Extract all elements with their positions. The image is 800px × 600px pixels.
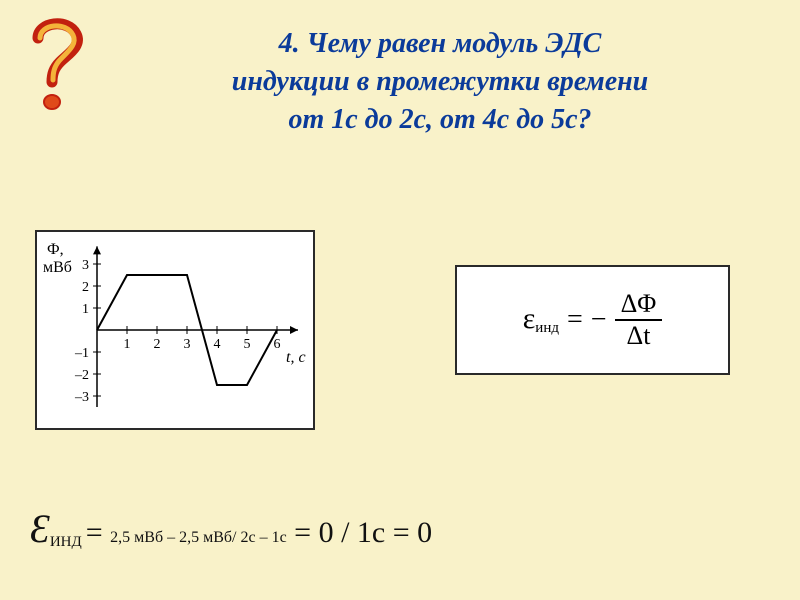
- formula-lhs: εинд: [523, 302, 559, 337]
- question-title: 4. Чему равен модуль ЭДС индукции в пром…: [125, 25, 755, 138]
- minus-sign: −: [591, 304, 607, 336]
- flux-graph: –3 –2 –1 1 2 3 1 2 3 4 5 6 Ф,мВб t, c: [37, 232, 313, 428]
- solution-epsilon: Ɛ: [30, 506, 50, 551]
- solution-eq1: =: [86, 516, 110, 549]
- svg-text:6: 6: [274, 337, 281, 352]
- svg-text:4: 4: [214, 337, 221, 352]
- svg-text:Ф,: Ф,: [47, 241, 64, 258]
- svg-text:3: 3: [82, 258, 89, 273]
- solution-eq2: = 0 / 1c = 0: [287, 516, 433, 549]
- svg-text:2: 2: [154, 337, 161, 352]
- emf-formula: εинд = − ΔΦ Δt: [523, 289, 663, 351]
- solution-line: ƐИНД = 2,5 мВб – 2,5 мВб/ 2с – 1с = 0 / …: [30, 505, 770, 552]
- question-mark-icon: [20, 10, 100, 125]
- title-line-1: Чему равен модуль ЭДС: [307, 28, 602, 59]
- svg-text:1: 1: [82, 302, 89, 317]
- svg-text:мВб: мВб: [43, 259, 72, 276]
- svg-text:3: 3: [184, 337, 191, 352]
- svg-text:1: 1: [124, 337, 131, 352]
- svg-text:–1: –1: [74, 346, 89, 361]
- epsilon-symbol: ε: [523, 302, 536, 335]
- svg-text:5: 5: [244, 337, 251, 352]
- numerator: ΔΦ: [615, 289, 663, 319]
- fraction: ΔΦ Δt: [615, 289, 663, 351]
- equals-sign: =: [567, 304, 583, 336]
- epsilon-subscript: инд: [535, 321, 559, 337]
- flux-graph-panel: –3 –2 –1 1 2 3 1 2 3 4 5 6 Ф,мВб t, c: [35, 230, 315, 430]
- solution-epsilon-sub: ИНД: [50, 534, 82, 550]
- solution-mid: 2,5 мВб – 2,5 мВб/ 2с – 1с: [110, 529, 287, 546]
- svg-text:–3: –3: [74, 390, 89, 405]
- denominator: Δt: [620, 321, 656, 351]
- title-line-2: индукции в промежутки времени: [232, 66, 649, 97]
- svg-text:–2: –2: [74, 368, 89, 383]
- svg-text:2: 2: [82, 280, 89, 295]
- svg-text:t, c: t, c: [286, 349, 306, 366]
- question-number: 4.: [279, 28, 300, 59]
- emf-formula-panel: εинд = − ΔΦ Δt: [455, 265, 730, 375]
- title-line-3: от 1с до 2с, от 4с до 5с?: [288, 104, 591, 135]
